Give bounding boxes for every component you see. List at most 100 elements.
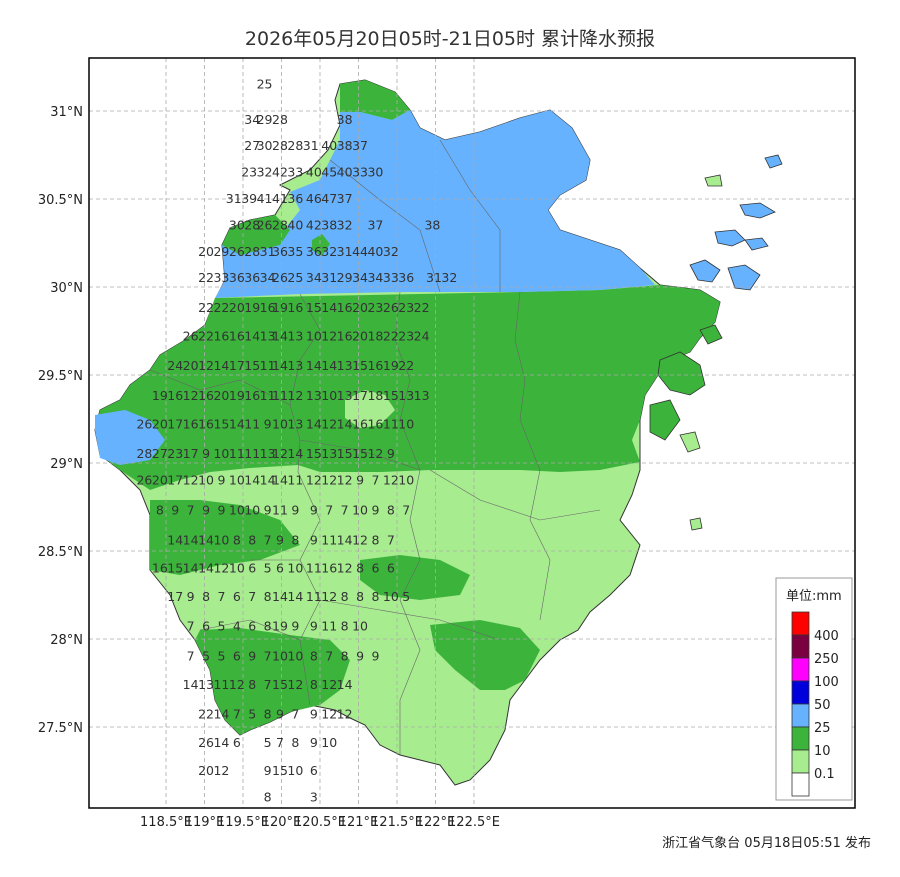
precip-value: 37 xyxy=(352,138,368,153)
precip-value: 7 xyxy=(217,589,225,604)
precip-value: 13 xyxy=(260,446,276,461)
precip-value: 28 xyxy=(272,217,288,232)
lat-tick-label: 29°N xyxy=(50,457,83,472)
precip-value: 38 xyxy=(424,217,440,232)
precip-value: 20 xyxy=(198,244,214,259)
precip-value: 11 xyxy=(383,416,399,431)
precip-value: 33 xyxy=(213,270,229,285)
precip-value: 17 xyxy=(167,416,183,431)
precip-value: 18 xyxy=(367,328,383,343)
legend-label: 10 xyxy=(814,744,831,759)
precip-value: 11 xyxy=(229,446,245,461)
precip-value: 46 xyxy=(306,191,322,206)
precip-value: 12 xyxy=(321,473,337,488)
precip-value: 10 xyxy=(287,763,303,778)
precip-value: 12 xyxy=(213,561,229,576)
lon-tick-label: 121°E xyxy=(339,815,379,830)
precip-value: 11 xyxy=(272,503,288,518)
precip-value: 28 xyxy=(272,138,288,153)
lon-tick-label: 120°E xyxy=(262,815,302,830)
green-region-westnorth xyxy=(222,215,290,255)
precip-value: 29 xyxy=(257,112,273,127)
precip-value: 14 xyxy=(183,532,199,547)
precip-value: 29 xyxy=(213,244,229,259)
precip-value: 13 xyxy=(198,677,214,692)
precip-value: 14 xyxy=(272,358,288,373)
precip-value: 13 xyxy=(287,328,303,343)
precip-value: 22 xyxy=(213,300,229,315)
precip-value: 22 xyxy=(198,328,214,343)
precip-value: 34 xyxy=(367,270,383,285)
lon-tick-label: 119°E xyxy=(185,815,225,830)
precip-value: 8 xyxy=(264,789,272,804)
light-region-a xyxy=(345,390,395,428)
precip-value: 15 xyxy=(167,561,183,576)
precip-value: 36 xyxy=(229,270,245,285)
precip-value: 31 xyxy=(321,270,337,285)
precip-value: 14 xyxy=(198,532,214,547)
precip-value: 36 xyxy=(244,270,260,285)
precip-value: 14 xyxy=(260,473,276,488)
precip-value: 17 xyxy=(352,388,368,403)
precip-value: 7 xyxy=(248,589,256,604)
precip-value: 7 xyxy=(276,735,284,750)
precip-value: 40 xyxy=(321,138,337,153)
precip-value: 14 xyxy=(337,416,353,431)
precip-value: 40 xyxy=(337,165,353,180)
precip-value: 8 xyxy=(156,503,164,518)
precip-value: 47 xyxy=(321,191,337,206)
precip-value: 9 xyxy=(202,446,210,461)
green-region-north xyxy=(340,80,410,120)
precip-value: 12 xyxy=(337,707,353,722)
precip-value: 40 xyxy=(367,244,383,259)
lat-tick-label: 28°N xyxy=(50,633,83,648)
precip-value: 12 xyxy=(321,416,337,431)
precip-value: 14 xyxy=(321,300,337,315)
precip-value: 14 xyxy=(337,677,353,692)
precip-value: 26 xyxy=(136,416,152,431)
precip-value: 22 xyxy=(398,358,414,373)
precip-value: 32 xyxy=(383,244,399,259)
precip-value: 23 xyxy=(398,328,414,343)
precip-value: 23 xyxy=(398,300,414,315)
precip-value: 10 xyxy=(287,649,303,664)
precip-value: 8 xyxy=(291,532,299,547)
precip-value: 26 xyxy=(383,300,399,315)
green-region-south xyxy=(195,628,350,735)
precip-value: 30 xyxy=(367,165,383,180)
precip-value: 12 xyxy=(321,328,337,343)
precip-value: 20 xyxy=(352,300,368,315)
precip-value: 9 xyxy=(310,707,318,722)
legend-swatch xyxy=(791,657,810,682)
map-title: 2026年05月20日05时-21日05时 累计降水预报 xyxy=(244,28,656,50)
precip-value: 13 xyxy=(337,358,353,373)
precip-value: 9 xyxy=(264,763,272,778)
precip-value: 6 xyxy=(371,561,379,576)
precip-value: 28 xyxy=(136,446,152,461)
issue-info: 浙江省气象台 05月18日05:51 发布 xyxy=(662,836,871,851)
precip-value: 8 xyxy=(264,619,272,634)
precip-value: 12 xyxy=(272,446,288,461)
precip-value: 7 xyxy=(341,503,349,518)
precip-value: 7 xyxy=(264,649,272,664)
legend: 单位:mm 400 250 100 50 25 10 0.1 xyxy=(775,577,853,801)
precip-value: 18 xyxy=(367,388,383,403)
precip-value: 13 xyxy=(337,388,353,403)
precip-value: 10 xyxy=(272,649,288,664)
precip-value: 11 xyxy=(244,446,260,461)
precip-value: 34 xyxy=(352,270,368,285)
precip-value: 6 xyxy=(248,619,256,634)
precip-value: 7 xyxy=(325,503,333,518)
precip-value: 10 xyxy=(287,561,303,576)
legend-label: 50 xyxy=(814,698,831,713)
precip-value: 10 xyxy=(213,446,229,461)
precip-value: 16 xyxy=(337,300,353,315)
precip-value: 6 xyxy=(233,589,241,604)
precip-value: 22 xyxy=(198,300,214,315)
precip-value: 12 xyxy=(287,388,303,403)
precip-value: 14 xyxy=(213,707,229,722)
precip-value: 9 xyxy=(291,619,299,634)
precip-value: 7 xyxy=(264,532,272,547)
precip-value: 11 xyxy=(321,619,337,634)
